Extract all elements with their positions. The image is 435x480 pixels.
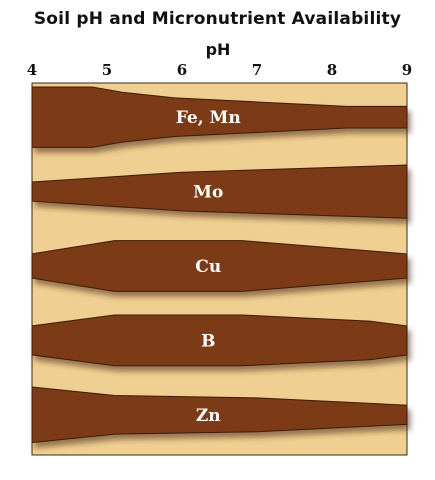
band-label: B: [201, 331, 215, 351]
x-tick-label: 5: [102, 61, 112, 79]
x-tick-label: 8: [327, 61, 337, 79]
nutrient-band: [31, 314, 408, 367]
nutrient-band: [31, 386, 408, 444]
band-label: Cu: [195, 257, 221, 277]
nutrient-band: [31, 164, 408, 219]
x-tick-label: 7: [252, 61, 262, 79]
x-tick-label: 4: [27, 61, 37, 79]
chart-title: Soil pH and Micronutrient Availability: [33, 9, 402, 29]
band-label: Mo: [193, 183, 223, 203]
x-tick-label: 6: [177, 61, 187, 79]
band-label: Fe, Mn: [176, 108, 241, 128]
nutrient-band: [31, 86, 408, 148]
band-label: Zn: [196, 406, 221, 426]
nutrient-bands: Fe, Mn Mo Cu B Zn: [31, 86, 408, 444]
x-axis-ticks: 4 5 6 7 8 9: [27, 61, 412, 79]
x-axis-label: pH: [206, 40, 231, 59]
nutrient-band: [31, 240, 408, 292]
x-tick-label: 9: [402, 61, 412, 79]
